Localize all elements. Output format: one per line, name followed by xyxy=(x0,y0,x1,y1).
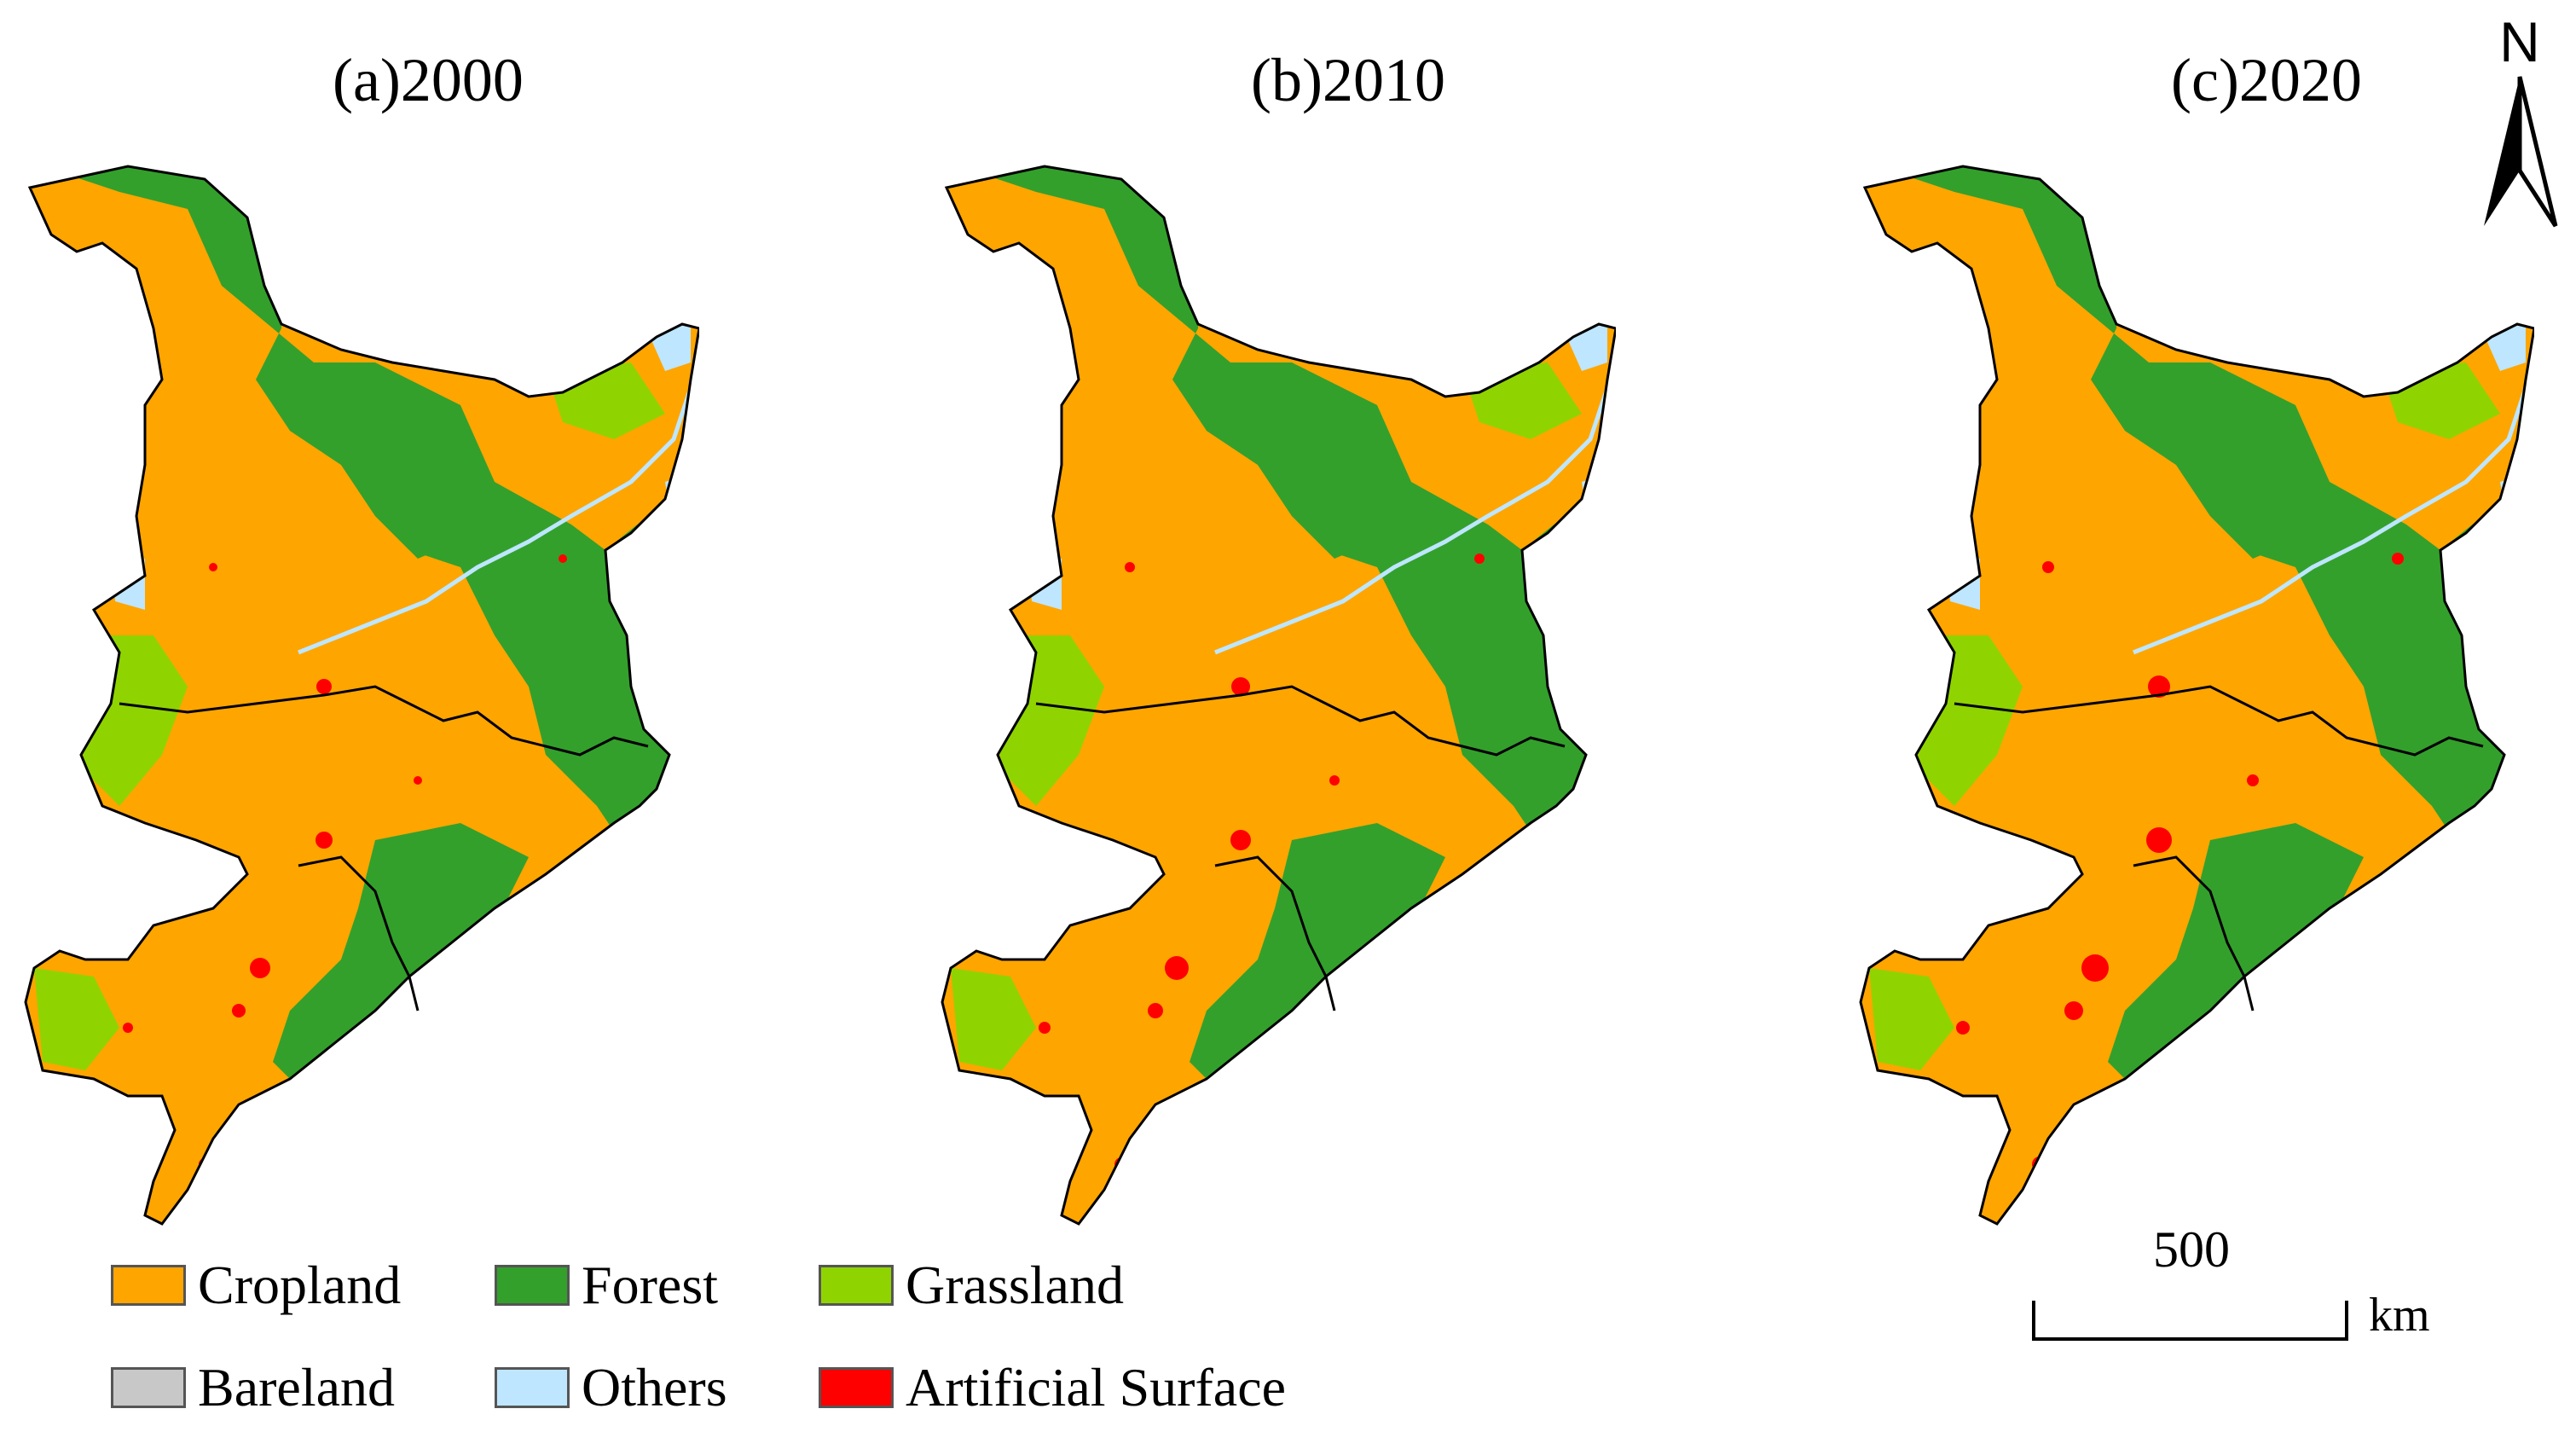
legend-swatch xyxy=(111,1265,186,1306)
province-boundary xyxy=(2133,855,2255,1012)
forest-area xyxy=(942,166,1616,857)
land-cover-map-2000 xyxy=(24,165,699,1226)
scale-bar: 500 km xyxy=(2032,1221,2430,1342)
artificial-surface xyxy=(1956,1021,1970,1035)
artificial-surface xyxy=(250,958,270,978)
legend-label: Grassland xyxy=(906,1255,1124,1315)
artificial-surface xyxy=(1165,956,1189,980)
artificial-surface xyxy=(2146,827,2172,853)
legend-label: Others xyxy=(582,1357,727,1418)
forest-area xyxy=(1190,823,1445,1087)
artificial-surface xyxy=(315,832,333,849)
legend-item-grassland: Grassland xyxy=(819,1254,1124,1317)
artificial-surface xyxy=(316,679,332,694)
artificial-surface xyxy=(1329,775,1340,786)
artificial-surface xyxy=(2081,954,2109,982)
legend-item-cropland: Cropland xyxy=(111,1254,401,1317)
artificial-surface xyxy=(1230,830,1251,850)
north-arrow-left-half xyxy=(2484,77,2520,226)
artificial-surface xyxy=(2247,774,2259,786)
forest-area xyxy=(2108,362,2330,559)
legend-label: Cropland xyxy=(198,1255,402,1315)
artificial-surface xyxy=(1231,677,1250,696)
forest-area xyxy=(2108,823,2364,1087)
artificial-surface xyxy=(414,776,422,785)
artificial-surface xyxy=(123,1023,133,1033)
legend-label: Forest xyxy=(582,1255,718,1315)
province-boundary xyxy=(1954,685,2484,757)
legend-swatch xyxy=(495,1265,570,1306)
scale-bar-line xyxy=(2032,1301,2348,1341)
province-boundary xyxy=(1214,855,1336,1012)
province-boundary xyxy=(298,855,420,1012)
panel-title-2010: (b)2010 xyxy=(1251,46,1445,114)
north-label: N xyxy=(2499,10,2540,73)
artificial-surface xyxy=(559,554,567,563)
legend-swatch xyxy=(819,1367,894,1408)
legend-swatch xyxy=(495,1367,570,1408)
north-arrow: N xyxy=(2484,10,2558,228)
legend-item-artificial-surface: Artificial Surface xyxy=(819,1356,1286,1419)
river xyxy=(298,387,693,655)
scale-bar-unit: km xyxy=(2369,1289,2430,1342)
artificial-surface xyxy=(1125,562,1135,572)
panel-title-2020: (c)2020 xyxy=(2171,46,2362,114)
artificial-surface xyxy=(2064,1001,2083,1020)
land-cover-map-2020 xyxy=(1859,165,2534,1226)
legend-item-bareland: Bareland xyxy=(111,1356,395,1419)
river xyxy=(1214,387,1610,655)
artificial-surface xyxy=(2392,553,2404,565)
grassland-area xyxy=(951,968,1036,1070)
artificial-surface xyxy=(2042,561,2054,573)
artificial-surface xyxy=(232,1004,246,1017)
forest-area xyxy=(273,823,529,1087)
artificial-surface xyxy=(1474,554,1485,564)
forest-area xyxy=(273,362,495,559)
forest-area xyxy=(1861,166,2534,857)
artificial-surface xyxy=(2148,675,2170,698)
land-cover-map-2010 xyxy=(941,165,1616,1226)
province-boundary xyxy=(1035,685,1566,757)
scale-bar-value: 500 xyxy=(2153,1221,2230,1278)
legend-swatch xyxy=(111,1367,186,1408)
artificial-surface xyxy=(1039,1022,1051,1034)
legend: Cropland Forest Grassland Bareland Other… xyxy=(111,1254,1390,1424)
legend-swatch xyxy=(819,1265,894,1306)
artificial-surface xyxy=(1148,1003,1163,1018)
grassland-area xyxy=(34,968,119,1070)
forest-area xyxy=(26,166,699,857)
north-arrow-right-half xyxy=(2517,76,2558,228)
legend-item-others: Others xyxy=(495,1356,727,1419)
legend-label: Artificial Surface xyxy=(906,1357,1286,1418)
panel-title-2000: (a)2000 xyxy=(333,46,524,114)
legend-label: Bareland xyxy=(198,1357,395,1418)
province-boundary xyxy=(119,685,649,757)
grassland-area xyxy=(1869,968,1954,1070)
legend-item-forest: Forest xyxy=(495,1254,718,1317)
river xyxy=(2133,387,2528,655)
artificial-surface xyxy=(209,563,217,571)
forest-area xyxy=(1190,362,1411,559)
